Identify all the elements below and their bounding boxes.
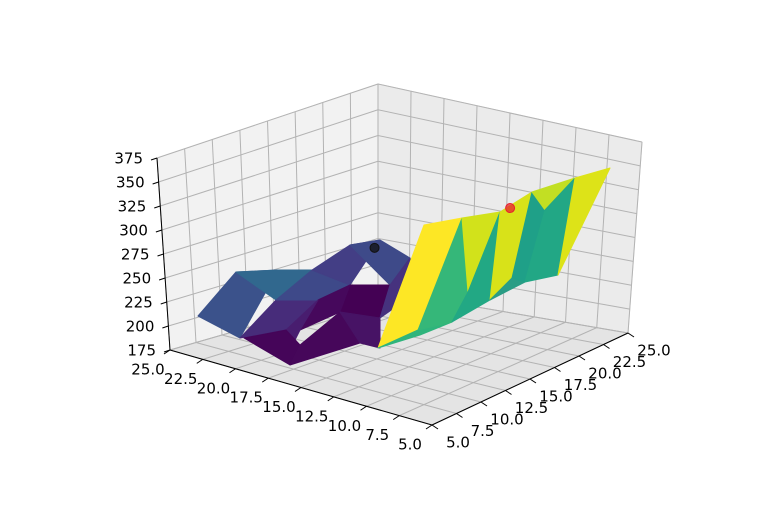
y-tick-label: 20.0 — [197, 379, 230, 397]
z-tick — [158, 277, 166, 281]
x-tick-label: 17.5 — [564, 376, 597, 394]
x-gridline — [195, 342, 457, 414]
y-tick — [261, 377, 269, 383]
x-tick-label: 10.0 — [490, 411, 523, 429]
y-tick-label: 5.0 — [398, 436, 422, 454]
y-gridline — [627, 141, 643, 334]
z-tick — [154, 205, 161, 209]
x-tick — [603, 344, 610, 349]
x-gridline — [184, 148, 197, 343]
z-tick-label: 250 — [122, 270, 151, 288]
y-tick — [425, 424, 433, 430]
y-tick-label: 25.0 — [131, 361, 164, 379]
y-tick — [294, 387, 302, 392]
y-tick — [327, 396, 335, 402]
z-axis-line — [156, 157, 171, 351]
x-tick — [505, 390, 512, 395]
marker-point — [369, 242, 380, 253]
y-tick-label: 17.5 — [230, 389, 263, 407]
z-tick — [155, 229, 163, 233]
x-tick-label: 7.5 — [471, 422, 495, 440]
x-gridline — [273, 319, 531, 380]
y-tick — [392, 415, 400, 421]
z-tick-label: 200 — [126, 318, 155, 336]
tick-labels: 1752002252502753003253503755.07.510.012.… — [114, 150, 670, 454]
x-tick-label: 5.0 — [446, 434, 470, 452]
x-tick-label: 12.5 — [515, 399, 548, 417]
y-tick-label: 15.0 — [262, 398, 295, 416]
x-tick — [554, 367, 561, 372]
y-tick — [229, 368, 236, 374]
y-axis-line — [169, 349, 433, 426]
markers — [369, 203, 516, 253]
y-tick-label: 12.5 — [295, 407, 328, 425]
x-tick — [529, 378, 537, 384]
y-tick — [163, 349, 171, 355]
y-tick — [360, 405, 367, 411]
z-tick-label: 325 — [118, 198, 147, 216]
z-tick-label: 175 — [127, 342, 156, 360]
z-tick-label: 375 — [114, 150, 143, 168]
z-tick-label: 350 — [116, 174, 145, 192]
x-tick — [431, 424, 439, 430]
x-tick-label: 25.0 — [637, 342, 670, 360]
y-tick — [196, 358, 204, 364]
surface-mesh — [197, 167, 611, 366]
x-tick — [480, 401, 488, 407]
y-tick-label: 10.0 — [328, 417, 361, 435]
z-tick-label: 275 — [121, 246, 150, 264]
z-tick — [160, 301, 167, 305]
z-tick — [150, 157, 158, 161]
marker-point — [505, 203, 516, 214]
surface-facet — [557, 167, 611, 276]
y-tick-label: 7.5 — [365, 426, 389, 444]
x-tick-label: 15.0 — [539, 388, 572, 406]
x-tick — [456, 413, 463, 418]
x-tick — [578, 355, 586, 361]
z-tick — [162, 325, 169, 329]
z-tick — [157, 253, 164, 257]
x-tick — [627, 332, 635, 338]
x-axis-line — [431, 332, 629, 426]
z-tick-label: 300 — [119, 222, 148, 240]
y-tick-label: 22.5 — [164, 370, 197, 388]
z-tick — [152, 181, 159, 185]
y-gridline — [596, 134, 610, 328]
x-tick-label: 20.0 — [588, 365, 621, 383]
axis-lines — [150, 157, 635, 430]
z-tick-label: 225 — [124, 294, 153, 312]
x-tick-label: 22.5 — [613, 353, 646, 371]
